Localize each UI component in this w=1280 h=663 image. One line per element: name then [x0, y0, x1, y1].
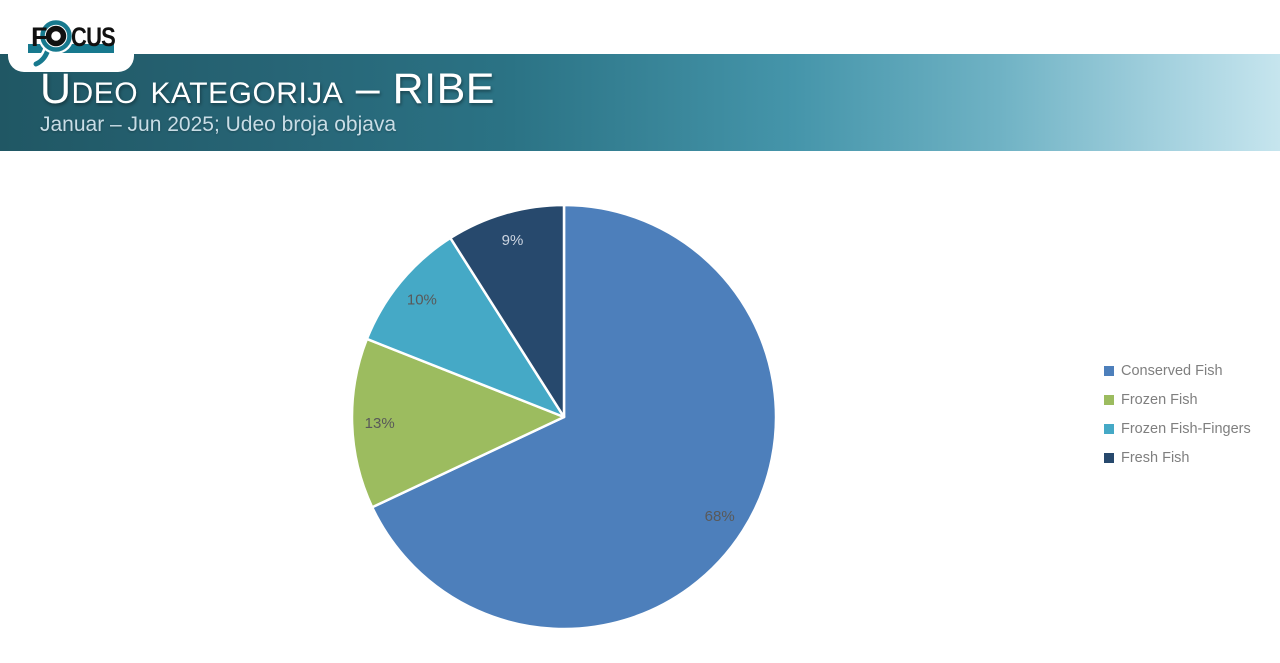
legend-label: Frozen Fish [1121, 392, 1198, 408]
legend-label: Frozen Fish-Fingers [1121, 421, 1251, 437]
legend-marker [1104, 366, 1114, 376]
header-titles: Udeo kategorija – RIBE Januar – Jun 2025… [40, 66, 495, 137]
legend-marker [1104, 453, 1114, 463]
logo-letter-o [45, 25, 67, 47]
logo-letters-cus: CUS [71, 22, 115, 52]
legend-label: Fresh Fish [1121, 450, 1190, 466]
page-subtitle: Januar – Jun 2025; Udeo broja objava [40, 113, 397, 136]
header-band [0, 54, 1280, 151]
logo-letter-f: F [31, 22, 48, 52]
pie-slice [370, 203, 778, 631]
page-title: Udeo kategorija – RIBE [40, 65, 495, 113]
pie-slice-label: 68% [705, 508, 735, 525]
legend-item: Conserved Fish [1104, 360, 1251, 382]
legend-marker [1104, 424, 1114, 434]
legend-label: Conserved Fish [1121, 363, 1223, 379]
logo-bar [28, 44, 114, 53]
legend-item: Frozen Fish [1104, 389, 1251, 411]
legend-item: Fresh Fish [1104, 447, 1251, 469]
pie-slice [350, 337, 566, 509]
pie-slice [449, 203, 566, 419]
pie-slice-label: 10% [407, 291, 437, 308]
pie-slice-label: 13% [365, 415, 395, 432]
logo-tab: F CUS [8, 0, 134, 72]
chart-legend: Conserved Fish Frozen Fish Frozen Fish-Fin… [1104, 360, 1251, 476]
pie-slice-label: 9% [502, 232, 524, 249]
pie-chart: 68% 13% 10% 9% [350, 203, 778, 631]
focus-logo: F CUS [28, 18, 116, 69]
pie-slice [365, 236, 566, 419]
legend-marker [1104, 395, 1114, 405]
legend-item: Frozen Fish-Fingers [1104, 418, 1251, 440]
